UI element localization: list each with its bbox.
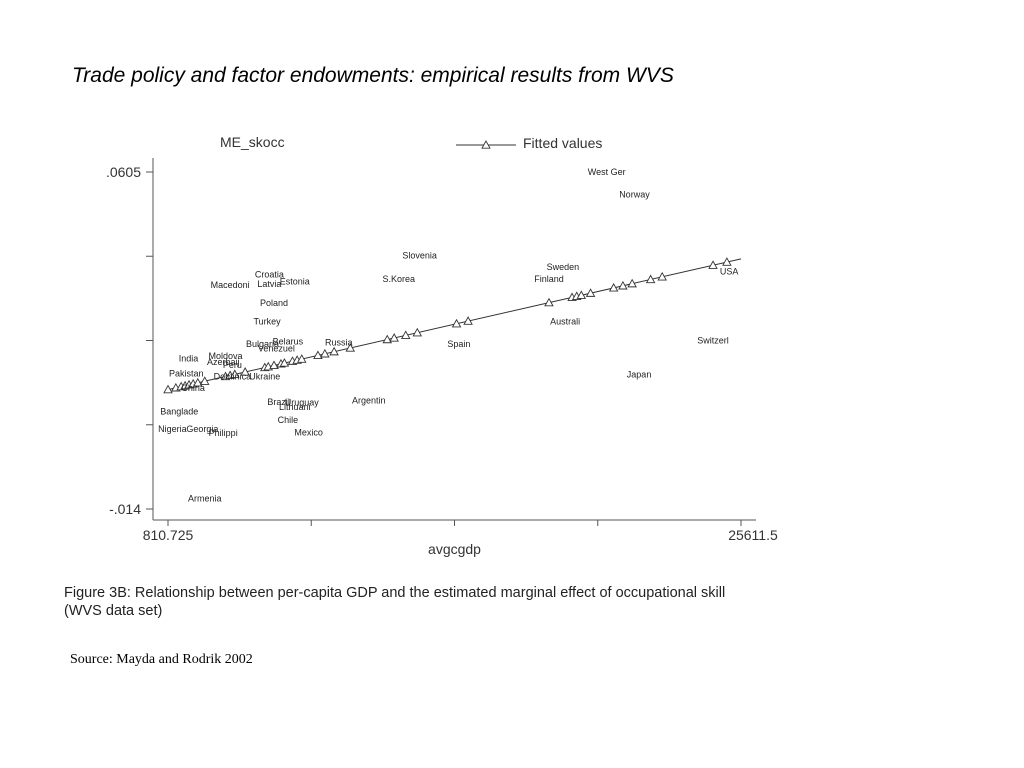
point-label: Peru bbox=[223, 360, 242, 370]
fitted-marker bbox=[193, 377, 203, 387]
point-label: Banglade bbox=[160, 407, 198, 417]
fitted-marker bbox=[320, 348, 330, 358]
fitted-marker bbox=[451, 318, 462, 328]
slide-title: Trade policy and factor endowments: empi… bbox=[72, 64, 674, 87]
point-label: Belarus bbox=[273, 337, 304, 347]
fitted-marker bbox=[199, 376, 210, 385]
y-axis-title: ME_skocc bbox=[220, 134, 285, 150]
point-label: Turkey bbox=[254, 316, 282, 326]
point-label: China bbox=[181, 383, 205, 393]
fitted-marker bbox=[382, 334, 393, 344]
point-label: Azerbaij bbox=[207, 357, 240, 367]
fitted-marker bbox=[240, 367, 250, 376]
legend: Fitted values bbox=[456, 135, 602, 151]
fitted-marker bbox=[296, 354, 307, 363]
fitted-marker bbox=[400, 330, 411, 339]
point-label: Mexico bbox=[294, 428, 323, 438]
point-labels-group: West Ger Norway Slovenia Sweden USA Croatia Fi… bbox=[158, 167, 738, 504]
fitted-marker bbox=[313, 350, 323, 360]
point-label: West Ger bbox=[588, 167, 626, 177]
point-label: Ukraine bbox=[249, 371, 280, 381]
x-tick-label-left: 810.725 bbox=[143, 527, 194, 543]
fitted-marker bbox=[708, 260, 718, 269]
point-label: Chile bbox=[278, 415, 299, 425]
point-label: S.Korea bbox=[383, 274, 416, 284]
point-label: Slovenia bbox=[402, 251, 437, 261]
point-label: USA bbox=[720, 267, 739, 277]
fitted-marker bbox=[657, 271, 667, 281]
point-label: Pakistan bbox=[169, 368, 204, 378]
point-label: Macedoni bbox=[211, 280, 250, 290]
point-label: Estonia bbox=[280, 276, 310, 286]
x-axis-title: avgcgdp bbox=[428, 541, 481, 557]
point-label: Norway bbox=[619, 190, 650, 200]
source-note: Source: Mayda and Rodrik 2002 bbox=[70, 652, 253, 667]
legend-label: Fitted values bbox=[523, 135, 602, 151]
fitted-marker bbox=[722, 257, 732, 266]
point-label: Uruguay bbox=[285, 398, 320, 408]
point-label: Bulgaria bbox=[246, 339, 279, 349]
fitted-marker bbox=[645, 274, 656, 284]
point-label: Lithuani bbox=[279, 402, 311, 412]
point-label: Finland bbox=[534, 274, 564, 284]
fitted-marker bbox=[585, 288, 596, 297]
point-label: Poland bbox=[260, 298, 288, 308]
fitted-marker bbox=[389, 333, 399, 342]
fitted-marker bbox=[544, 297, 554, 307]
x-tick-label-right: 25611.5 bbox=[728, 527, 778, 543]
point-label: Russia bbox=[325, 338, 353, 348]
fitted-marker bbox=[329, 346, 339, 356]
point-label: Japan bbox=[627, 370, 652, 380]
fitted-marker bbox=[463, 316, 473, 325]
fitted-marker bbox=[345, 343, 356, 352]
fitted-marker bbox=[608, 282, 619, 292]
legend-marker bbox=[481, 140, 491, 149]
point-label: Argentin bbox=[352, 395, 386, 405]
y-tick-label-top: .0605 bbox=[106, 164, 141, 180]
point-label: Armenia bbox=[188, 494, 222, 504]
fitted-marker bbox=[229, 369, 240, 379]
point-label: Latvia bbox=[257, 279, 281, 289]
fitted-marker bbox=[163, 384, 173, 394]
point-label: Croatia bbox=[255, 270, 284, 280]
fitted-marker bbox=[627, 278, 637, 288]
fitted-marker bbox=[618, 280, 628, 290]
point-label: Nigeria bbox=[158, 424, 187, 434]
fitted-line-group bbox=[163, 257, 742, 394]
point-label: Switzerl bbox=[697, 336, 729, 346]
y-tick-label-bottom: -.014 bbox=[109, 501, 141, 517]
point-label: Spain bbox=[447, 339, 470, 349]
point-label: Venezuel bbox=[258, 343, 295, 353]
point-label: Australi bbox=[550, 316, 580, 326]
figure-caption: Figure 3B: Relationship between per-capi… bbox=[64, 585, 726, 619]
point-label: Brazil bbox=[267, 397, 290, 407]
fitted-marker bbox=[576, 290, 587, 299]
fitted-marker bbox=[279, 358, 290, 367]
point-label: Sweden bbox=[547, 262, 580, 272]
point-label: India bbox=[179, 353, 199, 363]
point-label: Philippi bbox=[209, 428, 238, 438]
point-label: Dominica bbox=[214, 371, 252, 381]
point-label: Georgia bbox=[186, 424, 218, 434]
point-label: Moldova bbox=[208, 351, 242, 361]
fitted-marker bbox=[412, 327, 423, 337]
fitted-marker bbox=[269, 360, 279, 370]
